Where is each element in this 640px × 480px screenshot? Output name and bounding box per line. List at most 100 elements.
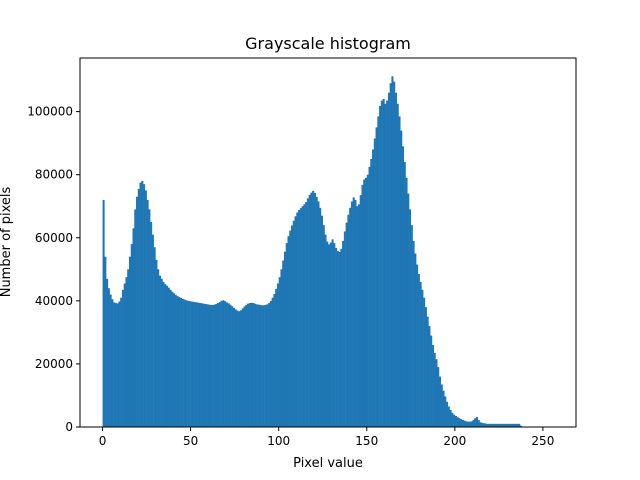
histogram-bar [269,300,272,427]
histogram-bar [294,216,297,427]
histogram-bar [227,303,230,427]
y-tick-label: 20000 [35,357,73,371]
histogram-bar [199,303,202,427]
histogram-bar [188,301,191,427]
y-tick-label: 60000 [35,231,73,245]
histogram-bar [213,304,216,427]
histogram-bar [181,298,184,427]
histogram-bar [208,304,211,427]
y-tick-label: 0 [65,420,73,434]
histogram-bar [155,259,158,427]
histogram-bar [514,423,517,427]
histogram-bar [136,196,139,427]
histogram-bar [407,193,410,427]
histogram-bar [218,302,221,427]
histogram-bar [472,420,475,427]
histogram-bar [169,289,172,427]
histogram-bar [433,352,436,427]
y-tick-label: 40000 [35,294,73,308]
histogram-bar [102,199,105,427]
histogram-bar [426,316,429,427]
histogram-bar [328,244,331,427]
histogram-bar [417,274,420,427]
histogram-bar [347,214,350,427]
histogram-bar [132,228,135,427]
histogram-bar [268,303,271,427]
histogram-bar [349,207,352,427]
histogram-bar [308,194,311,427]
y-tick-label: 80000 [35,168,73,182]
histogram-bar [190,301,193,427]
histogram-bar [137,188,140,427]
histogram-bar [185,300,188,427]
histogram-bar [375,127,378,427]
histogram-bar [144,190,147,427]
histogram-bar [493,423,496,427]
histogram-bar [394,92,397,427]
histogram-bar [141,181,144,427]
histogram-bar [238,311,241,427]
x-tick-label: 250 [531,434,554,448]
histogram-bar [206,304,209,427]
histogram-bar [373,138,376,428]
histogram-bar [384,103,387,427]
histogram-bar [481,422,484,427]
histogram-bar [435,359,438,427]
histogram-bar [350,201,353,427]
histogram-bar [333,243,336,427]
histogram-bar [276,283,279,427]
histogram-bar [148,209,151,427]
histogram-bar [245,304,248,427]
histogram-bar [296,212,299,427]
histogram-bar [331,239,334,427]
histogram-bar [164,284,167,427]
histogram-bar [431,345,434,427]
histogram-bar [261,305,264,427]
histogram-bar [396,103,399,427]
histogram-bar [236,310,239,427]
histogram-bar [400,130,403,428]
histogram-bar [366,174,369,427]
histogram-bar [130,244,133,427]
histogram-bar [377,116,380,427]
histogram-bar [475,416,479,427]
histogram-bar [225,302,228,427]
histogram-bar [359,195,362,427]
histogram-bar [470,421,473,427]
histogram-bar [178,297,181,427]
histogram-bar [111,299,114,427]
histogram-bar [391,76,394,427]
histogram-bar [486,423,489,427]
x-axis-label: Pixel value [293,456,363,471]
histogram-bar [285,243,288,427]
histogram-bar [162,281,165,427]
histogram-bar [490,423,493,427]
histogram-bar [174,294,177,427]
histogram-bar [319,207,322,427]
histogram-bar [364,177,368,427]
histogram-bar [220,300,223,427]
histogram-bar [322,225,325,427]
histogram-bar [232,307,235,427]
histogram-bar [438,376,442,427]
histogram-bar [495,423,498,427]
histogram-bar [483,423,486,427]
histogram-bar [511,423,514,427]
histogram-bar [491,423,494,427]
histogram-bar [158,275,161,427]
histogram-bar [401,146,405,427]
histogram-bar [446,401,449,427]
histogram-bar [320,215,324,427]
histogram-bar [176,296,179,427]
histogram-bar [518,423,521,427]
histogram-bar [116,303,119,427]
histogram-bar [456,417,459,427]
histogram-bar [382,99,385,427]
histogram-bar [171,291,174,427]
histogram-bar [246,303,250,427]
histogram-bar [465,421,468,427]
histogram-bar [430,335,433,427]
histogram-bar [289,230,292,427]
histogram-bar [109,294,112,427]
histogram-bar [195,302,198,427]
